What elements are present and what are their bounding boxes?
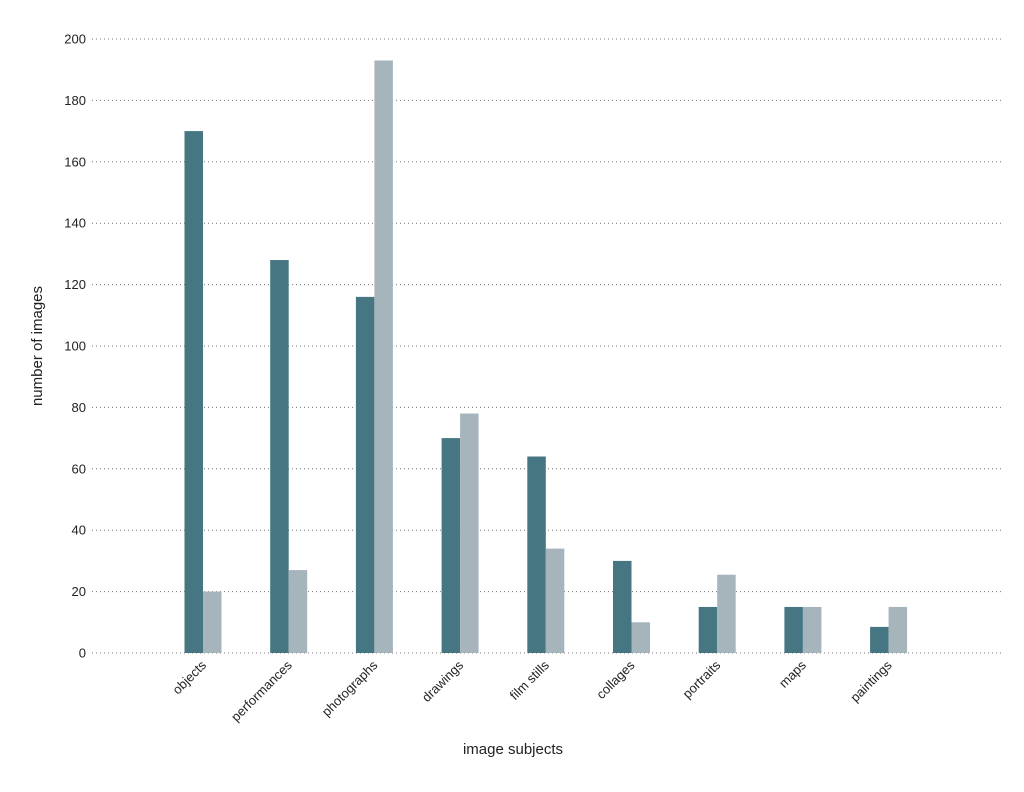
bars — [184, 60, 908, 654]
y-tick-label: 20 — [72, 584, 86, 599]
bar-photographs-series-2 — [374, 60, 393, 654]
bar-paintings-series-1 — [870, 626, 889, 653]
x-tick-label: collages — [593, 657, 638, 702]
y-tick-label: 180 — [64, 93, 86, 108]
y-tick-label: 200 — [64, 32, 86, 47]
bar-collages-series-2 — [631, 622, 650, 653]
y-axis-title: number of images — [29, 286, 46, 406]
bar-film-stills-series-1 — [527, 456, 546, 653]
bar-collages-series-1 — [613, 560, 632, 653]
bar-photographs-series-1 — [355, 296, 375, 653]
bar-drawings-series-2 — [460, 413, 479, 653]
x-tick-label: film stills — [507, 657, 553, 703]
bar-portraits-series-1 — [698, 606, 718, 653]
bar-maps-series-1 — [784, 606, 803, 653]
bar-film-stills-series-2 — [545, 548, 565, 653]
y-tick-label: 100 — [64, 339, 86, 354]
x-tick-label: performances — [228, 657, 295, 724]
x-tick-label: photographs — [319, 657, 381, 719]
bar-performances-series-1 — [270, 260, 289, 653]
x-tick-labels: objects performances photographs drawings fi… — [169, 657, 895, 724]
y-tick-label: 0 — [79, 646, 86, 661]
x-tick-label: portraits — [680, 657, 724, 701]
y-tick-label: 160 — [64, 154, 86, 169]
bar-drawings-series-1 — [441, 438, 461, 653]
y-tick-label: 40 — [72, 523, 86, 538]
bar-portraits-series-2 — [717, 574, 736, 653]
y-tick-label: 140 — [64, 216, 86, 231]
bar-performances-series-2 — [288, 570, 308, 653]
bar-objects-series-1 — [184, 131, 203, 654]
x-axis-title: image subjects — [463, 741, 563, 758]
y-tick-label: 60 — [72, 461, 86, 476]
y-tick-labels: 0 20 40 60 80 100 120 140 160 180 200 — [64, 32, 86, 661]
x-tick-label: maps — [776, 657, 809, 690]
x-tick-label: objects — [169, 657, 209, 697]
bar-maps-series-2 — [802, 606, 822, 653]
y-tick-label: 120 — [64, 277, 86, 292]
bar-objects-series-2 — [203, 591, 222, 653]
y-tick-label: 80 — [72, 400, 86, 415]
x-tick-label: paintings — [847, 657, 895, 705]
bar-paintings-series-2 — [888, 606, 908, 653]
x-tick-label: drawings — [419, 657, 467, 705]
